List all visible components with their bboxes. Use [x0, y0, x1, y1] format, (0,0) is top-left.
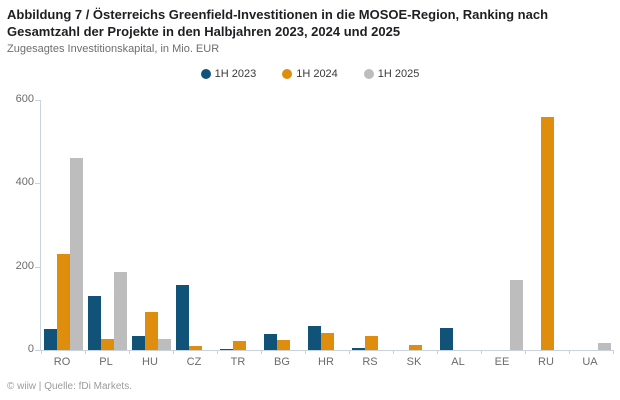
y-axis-tick: [35, 266, 40, 268]
y-axis-label: 200: [15, 259, 34, 272]
bar-ua-1h-2025: [597, 342, 611, 350]
bar-group-sk: [393, 100, 437, 350]
bar-group-ru: [525, 100, 569, 350]
x-axis-tick: [569, 350, 570, 354]
chart-subtitle: Zugesagtes Investitionskapital, in Mio. …: [7, 43, 220, 55]
legend: 1H 2023 1H 2024 1H 2025: [0, 66, 620, 82]
bar-hu-1h-2024: [144, 312, 158, 350]
bar-group-bg: [261, 100, 305, 350]
y-axis-tick: [35, 183, 40, 185]
bar-groups: [41, 100, 613, 350]
x-axis-label-rs: RS: [362, 356, 378, 368]
x-axis-label-pl: PL: [99, 356, 113, 368]
x-axis-label-hu: HU: [142, 356, 158, 368]
x-axis-tick: [481, 350, 482, 354]
bar-bg-1h-2023: [263, 334, 277, 350]
source-note: © wiiw | Quelle: fDi Markets.: [7, 381, 132, 392]
x-axis-label-al: AL: [451, 356, 465, 368]
bar-cz-1h-2024: [188, 346, 202, 350]
y-axis-label: 600: [15, 93, 34, 105]
x-axis-tick: [349, 350, 350, 354]
bar-cz-1h-2023: [175, 285, 189, 350]
bar-pl-1h-2024: [100, 338, 114, 350]
y-axis-tick: [35, 350, 40, 351]
x-axis-label-ee: EE: [494, 356, 510, 368]
legend-item-1h-2024: 1H 2024: [282, 68, 338, 80]
legend-dot-icon: [200, 69, 211, 79]
legend-dot-icon: [282, 69, 293, 79]
chart-title-line2: Gesamtzahl der Projekte in den Halbjahre…: [7, 24, 401, 39]
chart-title: Abbildung 7 / Österreichs Greenfield-Inv…: [7, 6, 582, 40]
x-axis-label-cz: CZ: [186, 356, 202, 368]
x-axis-label-bg: BG: [274, 356, 290, 368]
bar-ro-1h-2025: [69, 158, 83, 350]
x-axis-tick: [129, 350, 130, 354]
bar-ro-1h-2024: [56, 254, 70, 350]
x-axis-label-sk: SK: [406, 356, 422, 368]
y-axis-tick: [35, 100, 40, 101]
bar-pl-1h-2025: [113, 272, 127, 350]
x-axis-tick: [613, 350, 614, 354]
legend-label: 1H 2025: [377, 68, 420, 80]
bar-group-ro: [41, 100, 85, 350]
y-axis-label: 0: [27, 343, 34, 355]
x-axis-tick: [85, 350, 86, 354]
x-axis-tick: [305, 350, 306, 354]
bar-hu-1h-2023: [131, 336, 145, 350]
bar-hr-1h-2024: [320, 332, 334, 350]
x-axis-tick: [525, 350, 526, 354]
bar-ee-1h-2025: [509, 280, 523, 350]
bar-ru-1h-2024: [540, 116, 554, 350]
bar-group-pl: [85, 100, 129, 350]
bar-group-cz: [173, 100, 217, 350]
bar-group-hr: [305, 100, 349, 350]
x-axis-tick: [437, 350, 438, 354]
x-axis-label-ru: RU: [538, 356, 554, 368]
chart-title-line1: Abbildung 7 / Österreichs Greenfield-Inv…: [7, 7, 549, 22]
x-axis-tick: [393, 350, 394, 354]
x-axis-tick: [41, 350, 42, 354]
bar-bg-1h-2024: [276, 340, 290, 350]
x-axis-tick: [173, 350, 174, 354]
bar-group-hu: [129, 100, 173, 350]
y-axis-label: 400: [15, 176, 34, 189]
bar-tr-1h-2023: [219, 348, 233, 350]
legend-dot-icon: [363, 69, 374, 79]
bar-ro-1h-2023: [43, 329, 57, 350]
x-axis-label-hr: HR: [318, 356, 334, 368]
bar-group-al: [437, 100, 481, 350]
legend-label: 1H 2023: [214, 68, 257, 80]
bar-hu-1h-2025: [157, 338, 171, 350]
bar-group-ua: [569, 100, 613, 350]
bar-sk-1h-2024: [408, 345, 422, 350]
x-axis-label-ro: RO: [53, 356, 71, 368]
plot-area: [35, 100, 614, 354]
x-axis-label-ua: UA: [582, 356, 598, 368]
bar-hr-1h-2023: [307, 325, 321, 350]
bar-group-tr: [217, 100, 261, 350]
legend-item-1h-2025: 1H 2025: [363, 68, 420, 80]
bar-tr-1h-2024: [232, 340, 246, 350]
x-axis-label-tr: TR: [230, 356, 246, 368]
x-axis-tick: [217, 350, 218, 354]
bar-rs-1h-2023: [351, 348, 365, 350]
bar-group-rs: [349, 100, 393, 350]
legend-item-1h-2023: 1H 2023: [200, 68, 257, 80]
bar-pl-1h-2023: [87, 295, 101, 350]
bar-group-ee: [481, 100, 525, 350]
bar-al-1h-2023: [439, 327, 453, 350]
legend-label: 1H 2024: [296, 68, 338, 80]
bar-rs-1h-2024: [364, 335, 378, 350]
x-axis-tick: [261, 350, 262, 354]
